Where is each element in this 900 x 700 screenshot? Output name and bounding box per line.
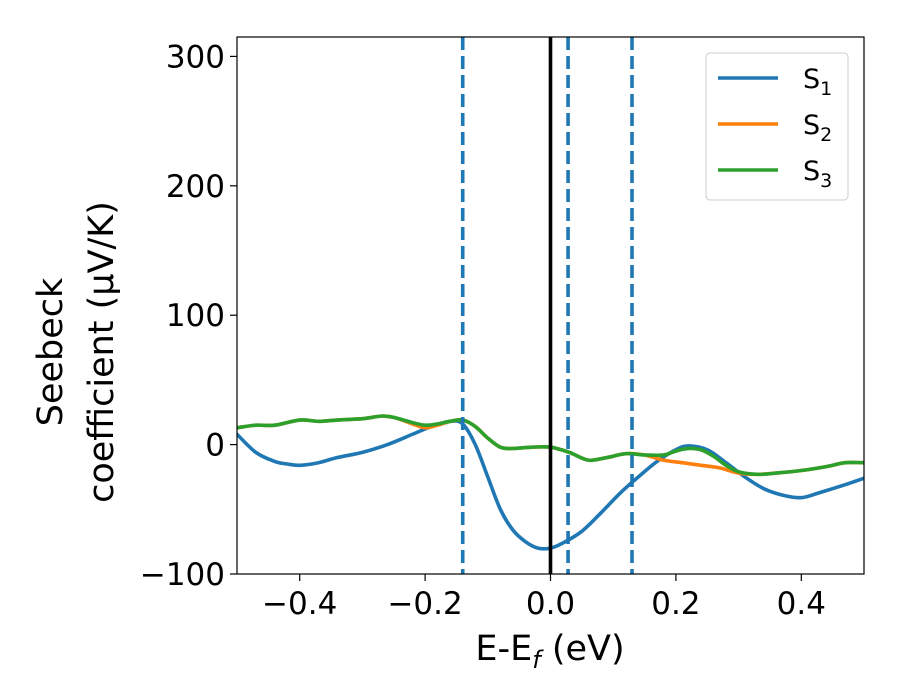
y-axis-ticks: −100 0 100 200 300 <box>140 39 237 593</box>
series-line-s3 <box>237 414 864 477</box>
legend-label: S1 <box>803 64 832 100</box>
legend-label: S3 <box>803 156 832 192</box>
y-axis-label-line-2: coefficient (μV/K) <box>82 201 122 503</box>
legend: S1 S2 S3 <box>705 52 849 201</box>
x-tick-label: −0.2 <box>387 586 462 622</box>
y-tick-label: −100 <box>140 557 225 593</box>
x-axis-ticks: −0.4 −0.2 0.0 0.2 0.4 <box>262 574 826 622</box>
y-axis-label: Seebeck coefficient (μV/K) <box>31 201 122 503</box>
legend-items: S1 S2 S3 <box>718 64 832 192</box>
x-tick-label: −0.4 <box>262 586 337 622</box>
y-tick-label: 200 <box>166 169 225 205</box>
y-tick-label: 100 <box>166 298 225 334</box>
y-tick-label: 0 <box>205 428 225 464</box>
y-axis-label-line-1: Seebeck <box>31 277 71 426</box>
x-tick-label: 0.4 <box>777 586 826 622</box>
legend-label: S2 <box>803 110 832 146</box>
x-tick-label: 0.2 <box>651 586 700 622</box>
series-line-s1 <box>237 419 864 551</box>
x-axis-label: E-Ef (eV) <box>475 629 624 674</box>
legend-box <box>705 52 849 201</box>
vertical-reference-lines <box>460 37 634 574</box>
x-tick-label: 0.0 <box>526 586 575 622</box>
series-layer <box>237 414 864 551</box>
y-tick-label: 300 <box>166 39 225 75</box>
